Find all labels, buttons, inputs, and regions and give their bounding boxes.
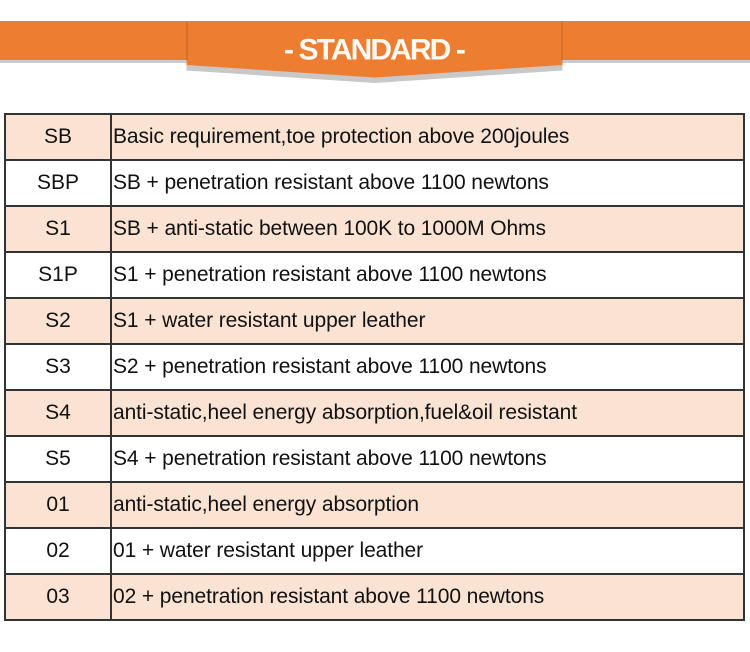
svg-text:- STANDARD -: - STANDARD - (284, 34, 465, 67)
